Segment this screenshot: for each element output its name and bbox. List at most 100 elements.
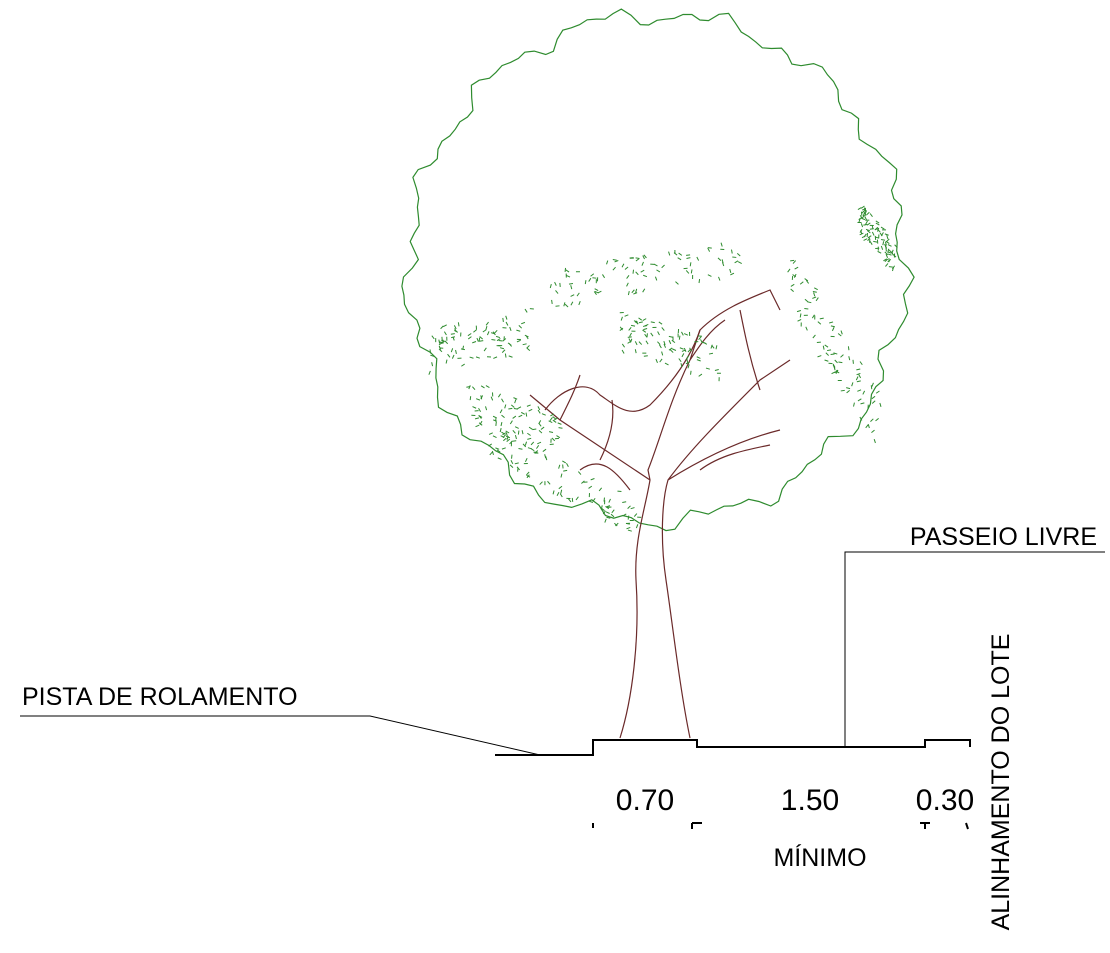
leaf-stroke	[678, 252, 683, 256]
leaf-stroke	[830, 353, 835, 355]
leaf-stroke	[871, 429, 875, 434]
leaf-stroke	[627, 529, 632, 532]
leaf-stroke	[563, 302, 566, 307]
leaf-stroke	[860, 402, 865, 405]
leaf-stroke	[450, 336, 456, 339]
leaf-stroke	[492, 435, 497, 439]
leaf-stroke	[641, 261, 644, 266]
leaf-stroke	[804, 298, 809, 303]
leaf-stroke	[563, 469, 568, 472]
leaf-stroke	[685, 361, 690, 365]
leaf-stroke	[794, 266, 799, 270]
leaf-stroke	[614, 522, 618, 527]
leaf-stroke	[638, 341, 643, 345]
leaf-stroke	[485, 385, 490, 388]
leaf-stroke	[867, 235, 872, 239]
leaf-stroke	[551, 437, 556, 442]
leaf-stroke	[558, 464, 561, 469]
leaf-stroke	[720, 242, 723, 247]
leaf-stroke	[643, 328, 648, 331]
leaf-stroke	[552, 416, 557, 420]
leaf-stroke	[550, 413, 555, 417]
leaf-stroke	[737, 261, 742, 264]
leaf-stroke	[521, 411, 526, 415]
leaf-stroke	[866, 230, 871, 234]
leaf-stroke	[635, 258, 640, 262]
leaf-stroke	[734, 260, 739, 264]
leaf-stroke	[634, 341, 638, 346]
leaf-stroke	[856, 380, 861, 383]
leaf-stroke	[474, 417, 480, 420]
leaf-stroke	[863, 238, 868, 241]
leaf-stroke	[792, 260, 797, 264]
leaf-stroke	[885, 240, 890, 244]
leaf-stroke	[510, 460, 514, 465]
leaf-stroke	[643, 355, 648, 357]
leaf-stroke	[514, 434, 517, 440]
leaf-stroke	[729, 268, 732, 273]
leaf-stroke	[478, 415, 482, 419]
leaf-stroke	[630, 507, 635, 510]
leaf-stroke	[508, 355, 513, 358]
leaf-stroke	[506, 438, 511, 442]
leaf-stroke	[527, 447, 532, 450]
leaf-stroke	[891, 267, 895, 272]
ground-profile	[495, 739, 971, 756]
leaf-stroke	[718, 276, 721, 281]
leaf-stroke	[493, 356, 498, 359]
leaf-stroke	[621, 343, 625, 348]
leaf-stroke	[560, 473, 563, 478]
leaf-stroke	[863, 223, 868, 226]
leaf-stroke	[696, 256, 700, 261]
leaf-stroke	[678, 358, 682, 363]
leaf-stroke	[549, 417, 553, 421]
leaf-stroke	[570, 285, 573, 290]
leaf-stroke	[721, 262, 725, 267]
leaf-stroke	[696, 359, 701, 362]
leaf-stroke	[524, 334, 529, 338]
leaf-stroke	[812, 291, 817, 293]
leaf-stroke	[680, 363, 683, 368]
leaf-stroke	[551, 299, 553, 304]
leaf-stroke	[450, 333, 455, 335]
leaf-stroke	[491, 450, 494, 456]
leaf-stroke	[588, 277, 592, 282]
leaf-stroke	[478, 337, 481, 342]
leaf-stroke	[663, 343, 667, 348]
leaf-stroke	[600, 505, 603, 510]
leaf-stroke	[501, 398, 504, 403]
leaf-stroke	[629, 332, 632, 337]
leaf-stroke	[834, 369, 838, 374]
leaf-stroke	[554, 281, 557, 286]
leaf-stroke	[835, 369, 839, 374]
leaf-stroke	[679, 347, 684, 350]
leaf-stroke	[830, 325, 835, 328]
leaf-stroke	[606, 516, 611, 519]
leaf-stroke	[887, 253, 892, 256]
leaf-stroke	[675, 281, 679, 285]
leaf-stroke	[831, 327, 835, 332]
leaf-stroke	[488, 443, 493, 447]
leaf-stroke	[730, 249, 733, 254]
leaf-stroke	[517, 406, 522, 410]
leaf-stroke	[796, 310, 802, 313]
leaf-stroke	[714, 368, 719, 372]
leaf-stroke	[875, 417, 879, 422]
leaf-stroke	[875, 220, 880, 224]
leaf-stroke	[869, 213, 873, 217]
leaf-stroke	[661, 264, 665, 269]
leaf-stroke	[611, 509, 615, 514]
leaf-stroke	[538, 429, 543, 434]
leaf-stroke	[880, 238, 886, 241]
leaf-stroke	[846, 387, 851, 390]
leaf-stroke	[526, 474, 530, 479]
leaf-stroke	[593, 291, 597, 296]
leaf-stroke	[556, 491, 560, 496]
leaf-stroke	[862, 208, 867, 211]
sidewalk-label: PASSEIO LIVRE	[910, 523, 1097, 551]
leaf-stroke	[811, 314, 815, 319]
leaf-stroke	[581, 480, 585, 484]
leaf-stroke	[683, 333, 689, 336]
leaf-stroke	[494, 329, 498, 334]
leaf-stroke	[880, 245, 884, 250]
